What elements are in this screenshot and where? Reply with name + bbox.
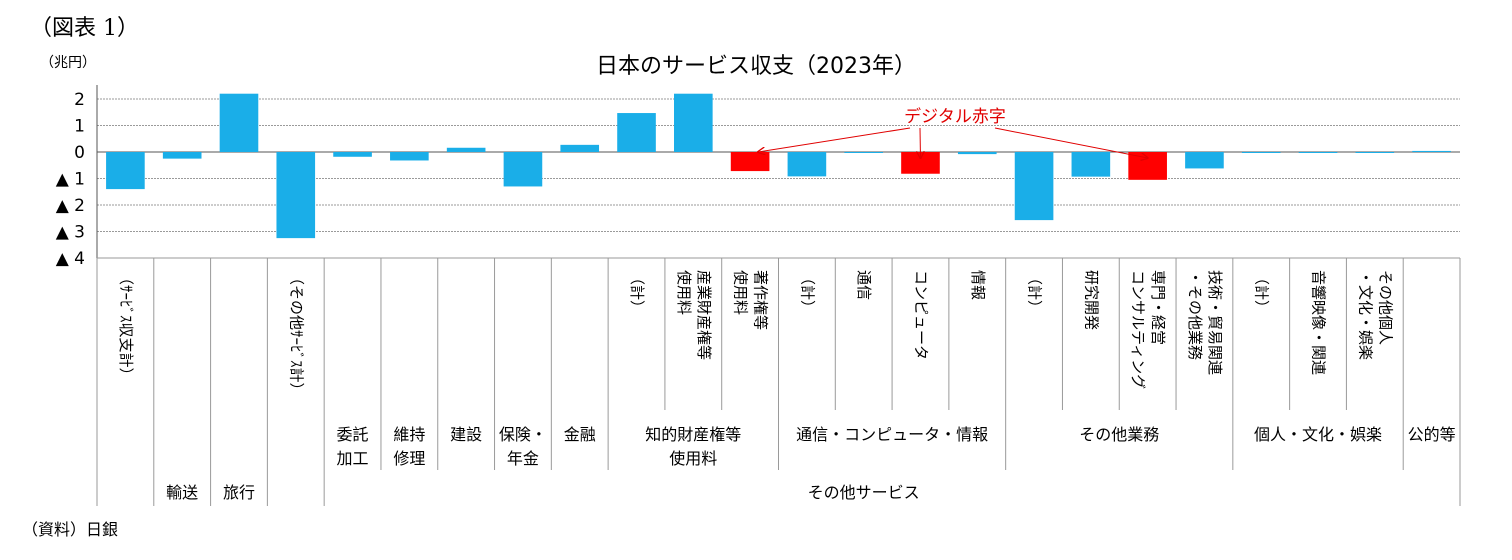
y-axis-unit-label: （兆円）	[40, 55, 96, 71]
y-tick-label: ▲ 2	[56, 196, 85, 216]
top-group-label: 輸送	[166, 483, 198, 502]
category-label: 使用料	[675, 270, 693, 315]
bar	[560, 144, 600, 152]
bar	[446, 147, 486, 152]
y-tick-label: ▲ 4	[56, 249, 85, 269]
category-label: 研究開発	[1082, 270, 1100, 330]
bar	[1014, 152, 1054, 221]
group-label: 維持	[393, 425, 425, 444]
bar	[106, 152, 145, 190]
group-label: その他業務	[1079, 425, 1159, 444]
bar-chart: 2 1 0 ▲ 1 ▲ 2 ▲ 3 ▲ 4 （ｻｰﾋﾞｽ収支計） （その他ｻｰﾋﾞｽ計） （計） 産…	[56, 85, 1461, 506]
category-label: 通信	[855, 270, 873, 300]
group-label: 加工	[337, 449, 369, 468]
group-label: 通信・コンピュータ・情報	[796, 425, 988, 444]
group-label: 使用料	[669, 449, 717, 468]
category-label: その他個人	[1376, 270, 1394, 345]
bar	[901, 152, 940, 174]
y-tick-label: 1	[74, 117, 85, 137]
group-label: 個人・文化・娯楽	[1254, 425, 1382, 444]
group-label: 年金	[507, 449, 539, 468]
annotation-label: デジタル赤字	[904, 106, 1006, 127]
category-label: （計）	[1253, 270, 1271, 315]
bar	[162, 152, 202, 159]
bar	[1355, 152, 1395, 153]
group-label: 公的等	[1408, 425, 1456, 444]
bar	[1241, 152, 1281, 153]
group-label: 委託	[337, 425, 369, 444]
bar	[503, 152, 543, 187]
group-label: 建設	[450, 425, 482, 444]
category-label: 使用料	[732, 270, 750, 315]
bar	[276, 152, 316, 239]
y-tick-label: ▲ 1	[56, 170, 85, 190]
category-label: （計）	[628, 270, 646, 315]
chart-title: 日本のサービス収支（2023年）	[596, 54, 916, 79]
bar	[730, 152, 770, 172]
category-label: コンピュータ	[912, 270, 930, 360]
category-label: （ｻｰﾋﾞｽ収支計）	[117, 270, 135, 383]
category-label: 産業財産権等	[695, 270, 713, 360]
figure-label: （図表 1）	[30, 16, 139, 41]
group-label: 保険・	[499, 425, 547, 444]
top-group-label: 旅行	[223, 483, 255, 502]
y-tick-label: 0	[74, 143, 85, 163]
bar	[1412, 150, 1451, 152]
category-label: 著作権等	[752, 270, 770, 330]
bar	[957, 152, 997, 155]
category-label: ・文化・娯楽	[1356, 270, 1374, 360]
top-group-label: その他サービス	[808, 483, 920, 502]
source-note: （資料）日銀	[22, 520, 119, 539]
annotation-arrow	[994, 127, 1148, 158]
bar	[1185, 152, 1224, 169]
bar	[1298, 152, 1338, 153]
annotation-arrow	[758, 127, 911, 152]
bar	[390, 152, 429, 161]
bar	[1128, 152, 1167, 180]
bar	[1071, 152, 1111, 177]
category-label: 技術・貿易関連	[1206, 270, 1224, 375]
group-label: 金融	[564, 425, 596, 444]
y-tick-label: 2	[74, 90, 85, 110]
category-label: ・その他業務	[1186, 270, 1204, 360]
bar	[844, 152, 883, 153]
bar	[333, 152, 372, 157]
bar	[617, 113, 656, 152]
category-label: 音響映像・関連	[1310, 270, 1328, 375]
bar	[219, 93, 259, 152]
category-label: 情報	[969, 270, 987, 300]
category-label: （その他ｻｰﾋﾞｽ計）	[287, 270, 305, 398]
category-label: 専門・経営	[1149, 270, 1167, 345]
category-label: コンサルティング	[1129, 270, 1147, 389]
group-label: 修理	[393, 449, 425, 468]
group-label: 知的財産権等	[645, 425, 741, 444]
y-tick-label: ▲ 3	[56, 223, 85, 243]
category-label: （計）	[1026, 270, 1044, 315]
category-label: （計）	[798, 270, 816, 315]
bar	[674, 93, 713, 152]
bar	[787, 152, 827, 177]
